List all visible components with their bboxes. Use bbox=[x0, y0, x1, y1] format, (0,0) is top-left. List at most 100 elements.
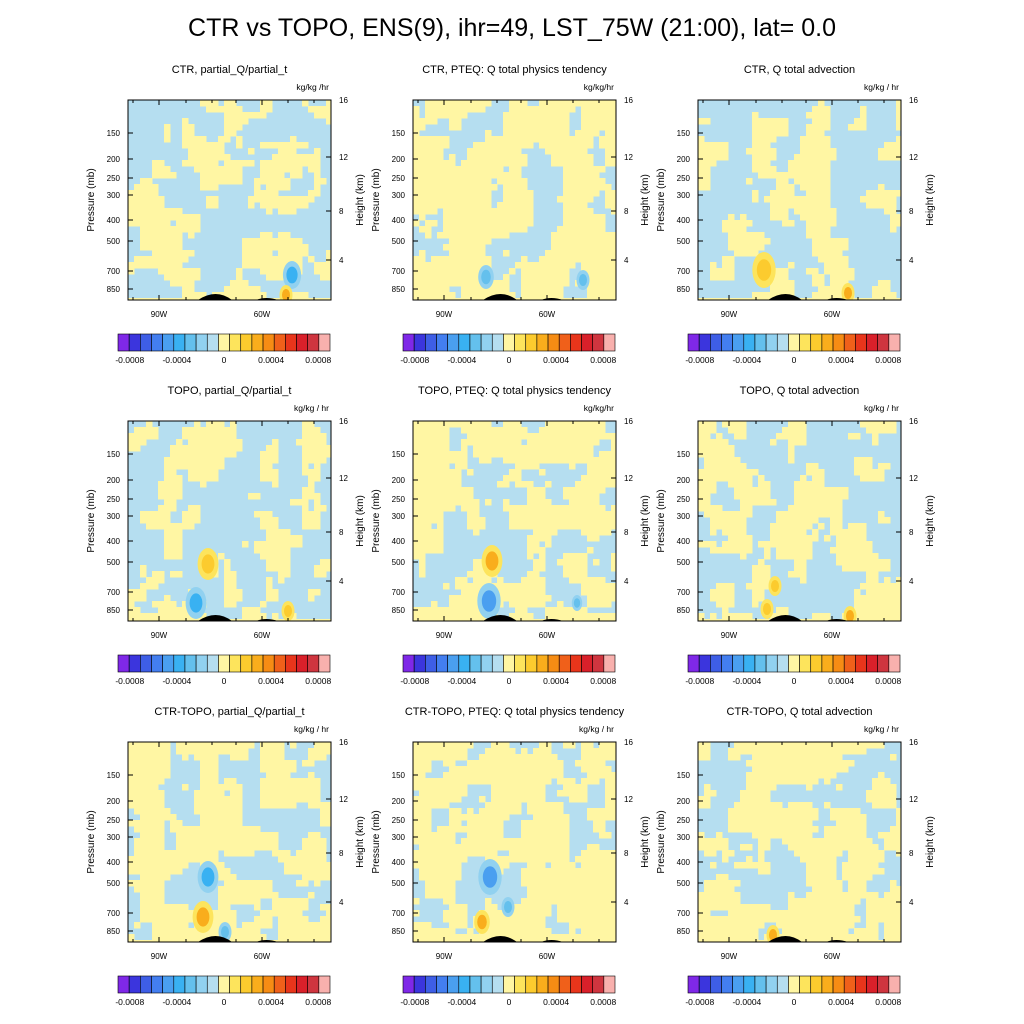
contour-cell bbox=[581, 553, 588, 560]
contour-cell bbox=[140, 850, 147, 857]
colorbar-label: 0.0004 bbox=[828, 676, 854, 686]
contour-cell bbox=[581, 760, 588, 767]
contour-cell bbox=[419, 439, 426, 446]
contour-cell bbox=[242, 160, 249, 167]
contour-cell bbox=[200, 457, 207, 464]
colorbar-box bbox=[810, 654, 823, 673]
contour-cell bbox=[455, 202, 462, 209]
contour-cell bbox=[212, 106, 219, 113]
contour-cell bbox=[728, 268, 735, 275]
contour-cell bbox=[236, 445, 243, 452]
height-tick-label: 8 bbox=[339, 207, 344, 216]
contour-cell bbox=[788, 202, 795, 209]
contour-cell bbox=[272, 268, 279, 275]
contour-cell bbox=[302, 868, 309, 875]
contour-cell bbox=[545, 607, 552, 614]
contour-cell bbox=[230, 577, 237, 584]
terrain-silhouette bbox=[768, 294, 802, 300]
contour-cell bbox=[449, 112, 456, 119]
contour-cell bbox=[278, 619, 285, 621]
contour-cell bbox=[563, 232, 570, 239]
contour-cell bbox=[872, 439, 879, 446]
contour-cell bbox=[593, 112, 600, 119]
colorbar-box bbox=[318, 975, 331, 994]
contour-cell bbox=[557, 559, 564, 566]
contour-cell bbox=[539, 601, 546, 608]
contour-cell bbox=[539, 766, 546, 773]
contour-cell bbox=[284, 862, 291, 869]
contour-cell bbox=[710, 148, 717, 155]
height-tick-label: 16 bbox=[624, 96, 633, 105]
contour-cell bbox=[515, 154, 522, 161]
contour-cell bbox=[443, 226, 450, 233]
contour-cell bbox=[314, 565, 321, 572]
contour-cell bbox=[455, 619, 462, 621]
contour-cell bbox=[224, 892, 231, 899]
contour-cell bbox=[236, 820, 243, 827]
contour-cell bbox=[272, 754, 279, 761]
contour-cell bbox=[266, 772, 273, 779]
contour-cell bbox=[509, 136, 516, 143]
contour-cell bbox=[242, 541, 249, 548]
contour-cell bbox=[812, 226, 819, 233]
contour-cell bbox=[467, 148, 474, 155]
contour-cell bbox=[140, 910, 147, 917]
contour-cell bbox=[836, 535, 843, 542]
contour-cell bbox=[800, 202, 807, 209]
contour-cell bbox=[581, 748, 588, 755]
contour-cell bbox=[308, 427, 315, 434]
contour-cell bbox=[800, 433, 807, 440]
contour-cell bbox=[842, 493, 849, 500]
contour-cell bbox=[437, 148, 444, 155]
lon-tick-label: 60W bbox=[539, 310, 556, 319]
contour-cell bbox=[308, 748, 315, 755]
contour-cell bbox=[611, 160, 616, 167]
contour-cell bbox=[794, 547, 801, 554]
height-tick-label: 16 bbox=[339, 96, 348, 105]
contour-cell bbox=[461, 613, 468, 620]
contour-cell bbox=[188, 274, 195, 281]
contour-cell bbox=[200, 469, 207, 476]
contour-cell bbox=[722, 469, 729, 476]
contour-cell bbox=[728, 481, 735, 488]
chart-panel-2: CTR, PTEQ: Q total physics tendencykg/kg… bbox=[371, 64, 651, 365]
contour-cell bbox=[587, 172, 594, 179]
contour-cell bbox=[533, 754, 540, 761]
contour-cell bbox=[164, 493, 171, 500]
contour-cell bbox=[884, 208, 891, 215]
contour-cell bbox=[230, 571, 237, 578]
contour-cell bbox=[752, 595, 759, 602]
contour-cell bbox=[419, 148, 426, 155]
contour-cell bbox=[563, 778, 570, 785]
contour-cell bbox=[140, 784, 147, 791]
contour-cell bbox=[728, 220, 735, 227]
contour-cell bbox=[467, 511, 474, 518]
contour-feature bbox=[844, 287, 852, 299]
contour-cell bbox=[878, 148, 885, 155]
contour-cell bbox=[830, 523, 837, 530]
contour-cell bbox=[848, 553, 855, 560]
contour-cell bbox=[575, 238, 582, 245]
contour-cell bbox=[473, 292, 480, 299]
contour-cell bbox=[152, 427, 159, 434]
contour-cell bbox=[782, 535, 789, 542]
contour-cell bbox=[419, 487, 426, 494]
contour-cell bbox=[509, 172, 516, 179]
contour-cell bbox=[176, 868, 183, 875]
contour-cell bbox=[314, 754, 321, 761]
contour-cell bbox=[296, 856, 303, 863]
lon-tick-label: 90W bbox=[151, 631, 168, 640]
contour-cell bbox=[152, 784, 159, 791]
contour-cell bbox=[467, 760, 474, 767]
contour-cell bbox=[497, 280, 504, 287]
contour-cell bbox=[824, 487, 831, 494]
contour-cell bbox=[413, 262, 420, 269]
contour-cell bbox=[431, 613, 438, 620]
contour-cell bbox=[473, 166, 480, 173]
contour-cell bbox=[200, 481, 207, 488]
contour-cell bbox=[140, 256, 147, 263]
colorbar-box bbox=[788, 654, 800, 673]
contour-cell bbox=[710, 613, 717, 620]
contour-cell bbox=[248, 922, 255, 929]
contour-cell bbox=[140, 754, 147, 761]
